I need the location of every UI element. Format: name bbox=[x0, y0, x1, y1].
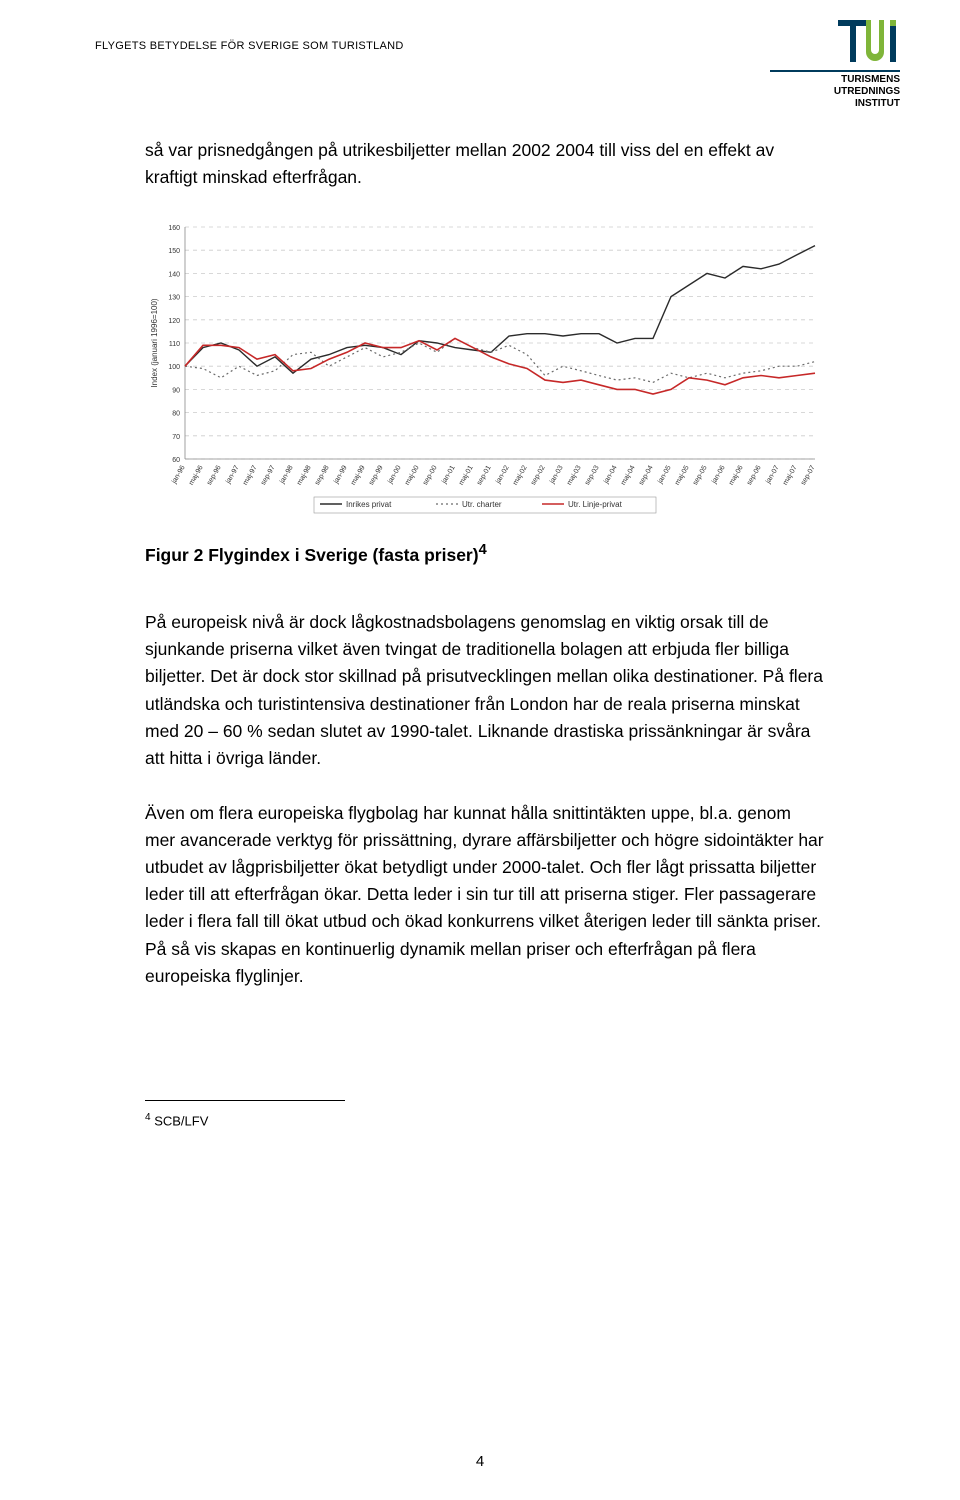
svg-text:jan-98: jan-98 bbox=[278, 465, 294, 486]
svg-text:Index (januari 1996=100): Index (januari 1996=100) bbox=[150, 298, 159, 388]
svg-text:sep-96: sep-96 bbox=[206, 465, 223, 487]
paragraph-1: så var prisnedgången på utrikesbiljetter… bbox=[145, 137, 825, 191]
svg-text:90: 90 bbox=[172, 388, 180, 395]
caption-sup: 4 bbox=[479, 542, 487, 558]
svg-text:maj-00: maj-00 bbox=[404, 465, 421, 487]
svg-text:jan-97: jan-97 bbox=[224, 465, 240, 486]
svg-text:jan-04: jan-04 bbox=[602, 465, 618, 486]
svg-text:sep-99: sep-99 bbox=[368, 465, 385, 487]
svg-text:maj-01: maj-01 bbox=[458, 465, 475, 487]
logo-line1: TURISMENS bbox=[841, 74, 900, 85]
svg-text:maj-02: maj-02 bbox=[512, 465, 529, 487]
svg-text:sep-98: sep-98 bbox=[314, 465, 331, 487]
running-title: FLYGETS BETYDELSE FÖR SVERIGE SOM TURIST… bbox=[95, 40, 865, 52]
caption-text: Figur 2 Flygindex i Sverige (fasta prise… bbox=[145, 545, 479, 565]
body: så var prisnedgången på utrikesbiljetter… bbox=[145, 137, 825, 1131]
svg-text:sep-04: sep-04 bbox=[638, 465, 655, 487]
svg-text:130: 130 bbox=[168, 295, 180, 302]
svg-text:maj-96: maj-96 bbox=[188, 465, 205, 487]
svg-text:100: 100 bbox=[168, 364, 180, 371]
svg-text:sep-00: sep-00 bbox=[422, 465, 439, 487]
svg-text:sep-07: sep-07 bbox=[800, 465, 817, 487]
page: FLYGETS BETYDELSE FÖR SVERIGE SOM TURIST… bbox=[0, 0, 960, 1500]
svg-text:sep-01: sep-01 bbox=[476, 465, 493, 487]
svg-text:maj-04: maj-04 bbox=[620, 465, 637, 487]
svg-text:Inrikes privat: Inrikes privat bbox=[346, 500, 392, 509]
logo-line3: INSTITUT bbox=[855, 98, 900, 109]
svg-text:maj-03: maj-03 bbox=[566, 465, 583, 487]
footnote-text: SCB/LFV bbox=[154, 1113, 208, 1128]
svg-text:jan-06: jan-06 bbox=[710, 465, 726, 486]
svg-text:jan-05: jan-05 bbox=[656, 465, 672, 486]
paragraph-2: På europeisk nivå är dock lågkostnadsbol… bbox=[145, 609, 825, 772]
svg-text:110: 110 bbox=[169, 341, 180, 348]
svg-text:sep-03: sep-03 bbox=[584, 465, 601, 487]
paragraph-3: Även om flera europeiska flygbolag har k… bbox=[145, 800, 825, 990]
logo-svg: TURISMENS UTREDNINGS INSTITUT bbox=[770, 20, 900, 110]
svg-text:jan-00: jan-00 bbox=[386, 465, 402, 486]
logo-line2: UTREDNINGS bbox=[834, 86, 900, 97]
footnote-rule bbox=[145, 1100, 345, 1101]
svg-text:80: 80 bbox=[172, 411, 180, 418]
svg-text:70: 70 bbox=[172, 434, 180, 441]
svg-text:sep-06: sep-06 bbox=[746, 465, 763, 487]
svg-text:maj-98: maj-98 bbox=[296, 465, 313, 487]
page-number: 4 bbox=[476, 1453, 484, 1470]
svg-text:Utr. Linje-privat: Utr. Linje-privat bbox=[568, 500, 623, 509]
svg-text:140: 140 bbox=[168, 272, 180, 279]
svg-text:jan-03: jan-03 bbox=[548, 465, 564, 486]
svg-text:60: 60 bbox=[172, 457, 180, 464]
footnote-num: 4 bbox=[145, 1112, 151, 1123]
svg-text:sep-02: sep-02 bbox=[530, 465, 547, 487]
footnote: 4 SCB/LFV bbox=[145, 1110, 825, 1131]
logo: TURISMENS UTREDNINGS INSTITUT bbox=[770, 20, 900, 115]
svg-text:160: 160 bbox=[168, 225, 180, 232]
svg-text:jan-96: jan-96 bbox=[170, 465, 186, 486]
svg-text:Utr. charter: Utr. charter bbox=[462, 500, 502, 509]
figure-caption: Figur 2 Flygindex i Sverige (fasta prise… bbox=[145, 539, 825, 569]
svg-text:maj-06: maj-06 bbox=[728, 465, 745, 487]
svg-text:150: 150 bbox=[168, 248, 180, 255]
svg-text:maj-07: maj-07 bbox=[782, 465, 799, 487]
svg-text:jan-99: jan-99 bbox=[332, 465, 348, 486]
svg-text:maj-97: maj-97 bbox=[242, 465, 259, 487]
svg-text:jan-01: jan-01 bbox=[440, 465, 456, 486]
svg-text:jan-07: jan-07 bbox=[764, 465, 780, 486]
svg-text:jan-02: jan-02 bbox=[494, 465, 510, 486]
flygindex-chart: 60 70 80 90 100 110 120 130 140 150 160 Index (janu… bbox=[145, 219, 825, 519]
chart-container: 60 70 80 90 100 110 120 130 140 150 160 Index (janu… bbox=[145, 219, 825, 519]
svg-text:maj-05: maj-05 bbox=[674, 465, 691, 487]
svg-text:120: 120 bbox=[168, 318, 180, 325]
svg-text:sep-05: sep-05 bbox=[692, 465, 709, 487]
svg-text:maj-99: maj-99 bbox=[350, 465, 367, 487]
svg-text:sep-97: sep-97 bbox=[260, 465, 277, 487]
